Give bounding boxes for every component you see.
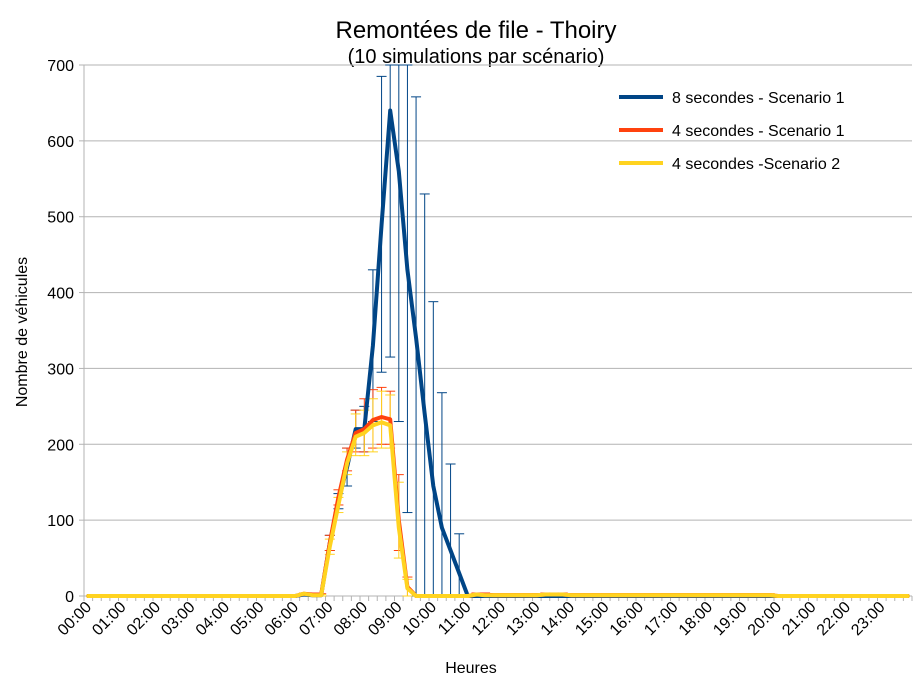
series-line-3 — [86, 420, 910, 598]
y-tick-label: 600 — [47, 134, 74, 151]
y-tick-label: 0 — [65, 589, 74, 606]
x-axis-label: Heures — [445, 660, 497, 677]
chart-subtitle: (10 simulations par scénario) — [348, 46, 605, 68]
series-lines — [86, 108, 910, 598]
y-tick-labels: 0 100 200 300 400 500 600 700 — [47, 58, 74, 606]
legend: 8 secondes - Scenario 1 4 secondes - Scen… — [619, 90, 845, 173]
y-tick-label: 300 — [47, 361, 74, 378]
legend-label: 4 secondes -Scenario 2 — [672, 156, 840, 173]
y-tick-label: 700 — [47, 58, 74, 75]
y-tick-label: 400 — [47, 286, 74, 303]
y-tick-label: 100 — [47, 513, 74, 530]
y-tick-label: 500 — [47, 210, 74, 227]
y-tick-label: 200 — [47, 437, 74, 454]
legend-label: 4 secondes - Scenario 1 — [672, 123, 845, 140]
chart-title: Remontées de file - Thoiry — [335, 17, 616, 44]
legend-label: 8 secondes - Scenario 1 — [672, 90, 845, 107]
y-axis-label: Nombre de véhicules — [14, 257, 31, 407]
